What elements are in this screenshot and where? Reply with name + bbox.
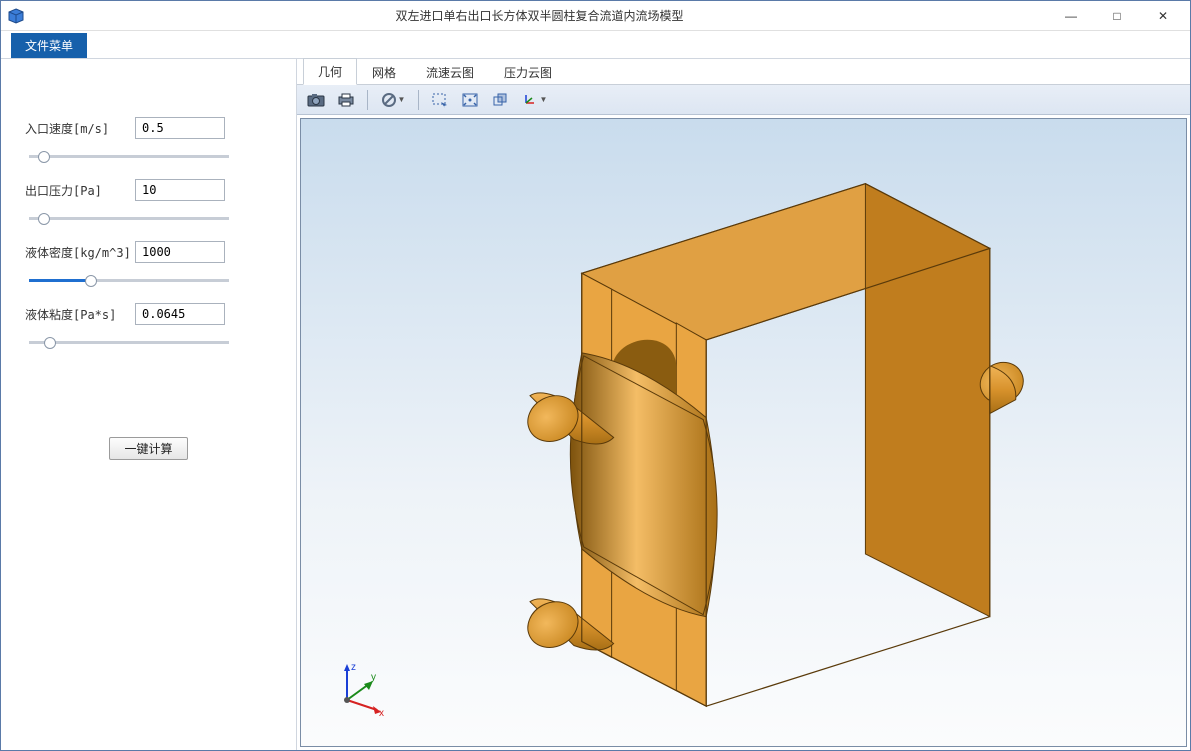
tab-3[interactable]: 压力云图	[489, 59, 567, 85]
param-slider[interactable]	[29, 341, 229, 344]
param-label: 液体密度[kg/m^3]	[25, 244, 135, 261]
fit-icon[interactable]	[457, 88, 483, 112]
toolbar-separator	[367, 90, 368, 110]
dropdown-arrow-icon: ▼	[540, 95, 548, 104]
toolbar-separator	[418, 90, 419, 110]
file-menu[interactable]: 文件菜单	[11, 33, 87, 58]
param-label: 液体粘度[Pa*s]	[25, 306, 135, 323]
model-geometry	[301, 119, 1186, 746]
param-slider-wrap	[25, 147, 272, 161]
select-rect-icon[interactable]	[427, 88, 453, 112]
tabs: 几何网格流速云图压力云图	[297, 59, 1190, 85]
viewport-3d[interactable]: z x y	[300, 118, 1187, 747]
sidebar: 入口速度[m/s]出口压力[Pa]液体密度[kg/m^3]液体粘度[Pa*s] …	[1, 59, 297, 750]
param-input[interactable]	[135, 179, 225, 201]
print-icon[interactable]	[333, 88, 359, 112]
param-row: 出口压力[Pa]	[25, 179, 272, 201]
param-slider[interactable]	[29, 217, 229, 220]
forbid-icon[interactable]: ▼	[376, 88, 410, 112]
param-label: 出口压力[Pa]	[25, 182, 135, 199]
param-slider-wrap	[25, 209, 272, 223]
camera-icon[interactable]	[303, 88, 329, 112]
svg-text:z: z	[351, 662, 356, 673]
dropdown-arrow-icon: ▼	[398, 95, 406, 104]
param-slider-wrap	[25, 271, 272, 285]
axes-triad: z x y	[329, 658, 389, 718]
param-row: 液体密度[kg/m^3]	[25, 241, 272, 263]
titlebar: 双左进口单右出口长方体双半圆柱复合流道内流场模型 — □ ✕	[1, 1, 1190, 31]
param-input[interactable]	[135, 303, 225, 325]
tab-2[interactable]: 流速云图	[411, 59, 489, 85]
content: 入口速度[m/s]出口压力[Pa]液体密度[kg/m^3]液体粘度[Pa*s] …	[1, 59, 1190, 750]
maximize-button[interactable]: □	[1094, 1, 1140, 31]
axes-icon[interactable]: ▼	[517, 88, 551, 112]
compute-button[interactable]: 一键计算	[109, 437, 187, 460]
svg-text:x: x	[379, 708, 384, 718]
param-row: 液体粘度[Pa*s]	[25, 303, 272, 325]
param-slider-wrap	[25, 333, 272, 347]
menubar: 文件菜单	[1, 31, 1190, 59]
window-title: 双左进口单右出口长方体双半圆柱复合流道内流场模型	[31, 7, 1048, 24]
tab-1[interactable]: 网格	[357, 59, 411, 85]
param-row: 入口速度[m/s]	[25, 117, 272, 139]
param-input[interactable]	[135, 241, 225, 263]
app-icon	[7, 7, 25, 25]
window-buttons: — □ ✕	[1048, 1, 1186, 31]
minimize-button[interactable]: —	[1048, 1, 1094, 31]
main-panel: 几何网格流速云图压力云图 ▼	[297, 59, 1190, 750]
tab-0[interactable]: 几何	[303, 58, 357, 85]
param-slider[interactable]	[29, 155, 229, 158]
transparency-icon[interactable]	[487, 88, 513, 112]
svg-text:y: y	[371, 672, 376, 683]
close-button[interactable]: ✕	[1140, 1, 1186, 31]
param-slider[interactable]	[29, 279, 229, 282]
viewport-toolbar: ▼ ▼	[297, 85, 1190, 115]
param-input[interactable]	[135, 117, 225, 139]
param-label: 入口速度[m/s]	[25, 120, 135, 137]
